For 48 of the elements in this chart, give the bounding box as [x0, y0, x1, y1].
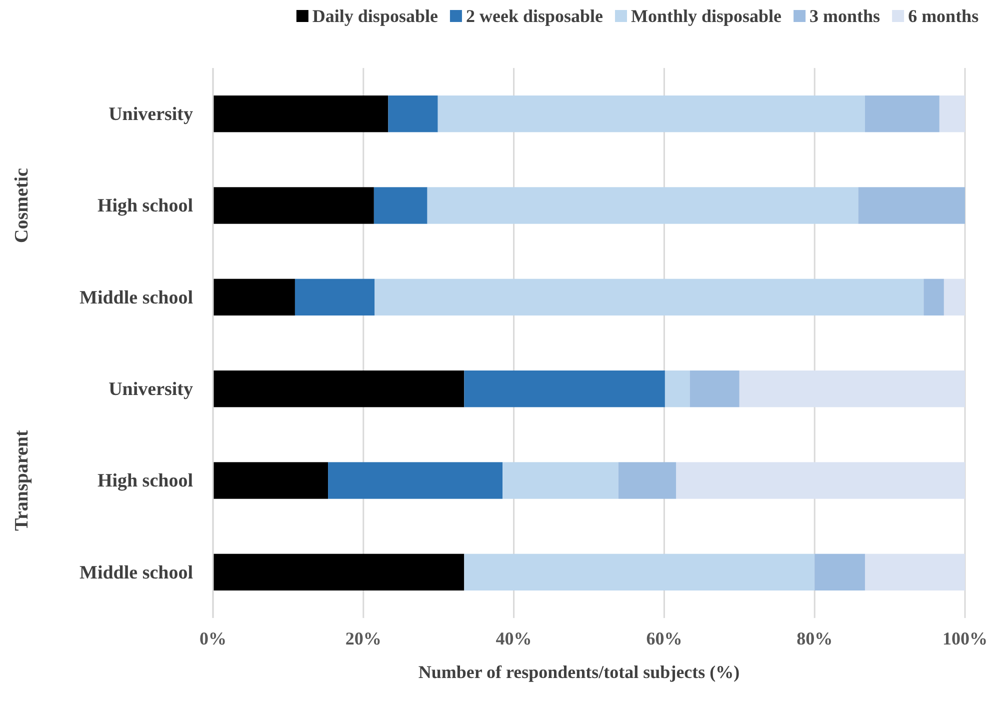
bar — [502, 462, 618, 499]
bar — [213, 278, 295, 316]
bar — [427, 187, 858, 224]
bar — [374, 278, 924, 316]
legend-label: 3 months — [810, 6, 880, 26]
y-tick-label: Middle school — [80, 562, 193, 584]
x-tick-label: 40% — [496, 628, 532, 648]
bar — [213, 187, 374, 224]
x-axis-title: Number of respondents/total subjects (%) — [418, 662, 740, 682]
bar — [858, 187, 965, 224]
x-tick-label: 100% — [942, 628, 988, 648]
bar — [328, 462, 503, 499]
bar — [213, 462, 328, 499]
legend-label: Monthly disposable — [631, 6, 782, 26]
text: Transparent — [12, 430, 32, 531]
bar — [864, 554, 965, 590]
bar — [438, 96, 865, 132]
legend-label: 6 months — [908, 6, 979, 26]
bar — [739, 370, 965, 408]
bar — [464, 370, 665, 408]
y-tick-label: High school — [97, 470, 193, 492]
x-tick-label: 0% — [200, 628, 226, 648]
bar — [664, 370, 690, 408]
bar — [213, 96, 388, 132]
bar — [213, 554, 464, 590]
bar — [213, 370, 464, 408]
bar — [676, 462, 965, 499]
bar — [388, 96, 438, 132]
x-tick-label: 80% — [796, 628, 833, 648]
bar — [864, 96, 940, 132]
bar — [294, 278, 375, 316]
y-tick-label: High school — [97, 196, 193, 217]
y-tick-label: Middle school — [80, 287, 193, 308]
legend-label: 2 week disposable — [466, 6, 603, 26]
x-tick-label: 60% — [646, 628, 682, 648]
y-tick-label: University — [108, 104, 194, 125]
text: Cosmetic — [12, 168, 32, 243]
bar — [924, 278, 944, 316]
bar — [618, 462, 676, 499]
bar — [464, 554, 815, 590]
y-tick-label: University — [108, 378, 194, 400]
bar — [374, 187, 428, 224]
bar — [814, 554, 865, 590]
bar — [690, 370, 740, 408]
bar — [944, 278, 965, 316]
bar — [939, 96, 965, 132]
x-tick-label: 20% — [345, 628, 382, 648]
legend-label: Daily disposable — [312, 6, 438, 26]
